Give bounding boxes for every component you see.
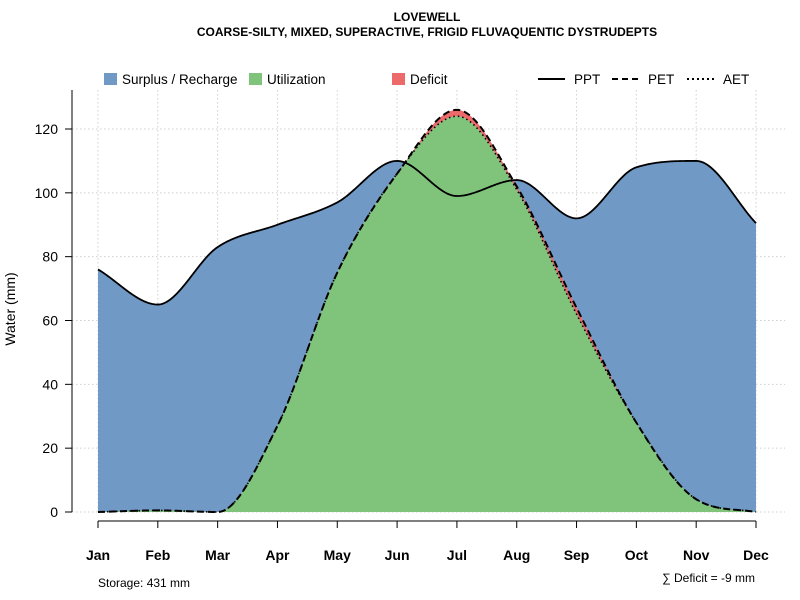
y-tick-label: 80 — [42, 249, 58, 265]
y-tick-label: 60 — [42, 313, 58, 329]
legend-label: Surplus / Recharge — [122, 72, 238, 87]
chart-title: LOVEWELL — [394, 10, 461, 24]
x-tick-label: Jan — [86, 547, 110, 563]
y-tick-label: 100 — [35, 185, 59, 201]
x-tick-label: Apr — [265, 547, 290, 563]
legend-label: PPT — [574, 72, 600, 87]
chart-subtitle: COARSE-SILTY, MIXED, SUPERACTIVE, FRIGID… — [197, 25, 657, 39]
legend-swatch — [104, 73, 117, 85]
y-axis-label: Water (mm) — [2, 272, 18, 345]
areas — [98, 109, 756, 512]
x-tick-label: Jul — [447, 547, 467, 563]
legend: Surplus / Recharge Utilization Deficit PPT P… — [104, 72, 749, 87]
legend-label: PET — [648, 72, 674, 87]
y-ticks: 0 20 40 60 80 100 120 — [35, 121, 72, 520]
series-line-pet — [97, 108, 757, 514]
x-tick-label: Dec — [743, 547, 769, 563]
x-tick-label: Aug — [503, 547, 530, 563]
legend-swatch — [249, 73, 262, 85]
y-tick-label: 40 — [42, 376, 58, 392]
legend-label: Utilization — [267, 72, 326, 87]
x-tick-label: Feb — [145, 547, 170, 563]
utilization-area — [98, 116, 756, 512]
x-tick-label: Jun — [385, 547, 410, 563]
y-tick-label: 20 — [42, 440, 58, 456]
x-tick-label: Nov — [683, 547, 710, 563]
series-line-ppt — [97, 160, 757, 306]
legend-label: Deficit — [410, 72, 448, 87]
x-tick-label: May — [324, 547, 351, 563]
x-tick-label: Sep — [564, 547, 590, 563]
legend-label: AET — [723, 72, 749, 87]
storage-annotation: Storage: 431 mm — [98, 576, 190, 590]
y-tick-label: 120 — [35, 121, 59, 137]
series-lines — [97, 108, 757, 514]
y-tick-label: 0 — [50, 504, 58, 520]
x-tick-label: Oct — [625, 547, 649, 563]
deficit-annotation: ∑ Deficit = -9 mm — [662, 571, 755, 585]
x-ticks: Jan Feb Mar Apr May Jun Jul Aug Sep Oct Nov Dec — [86, 521, 769, 563]
x-tick-label: Mar — [205, 547, 230, 563]
legend-swatch — [392, 73, 405, 85]
